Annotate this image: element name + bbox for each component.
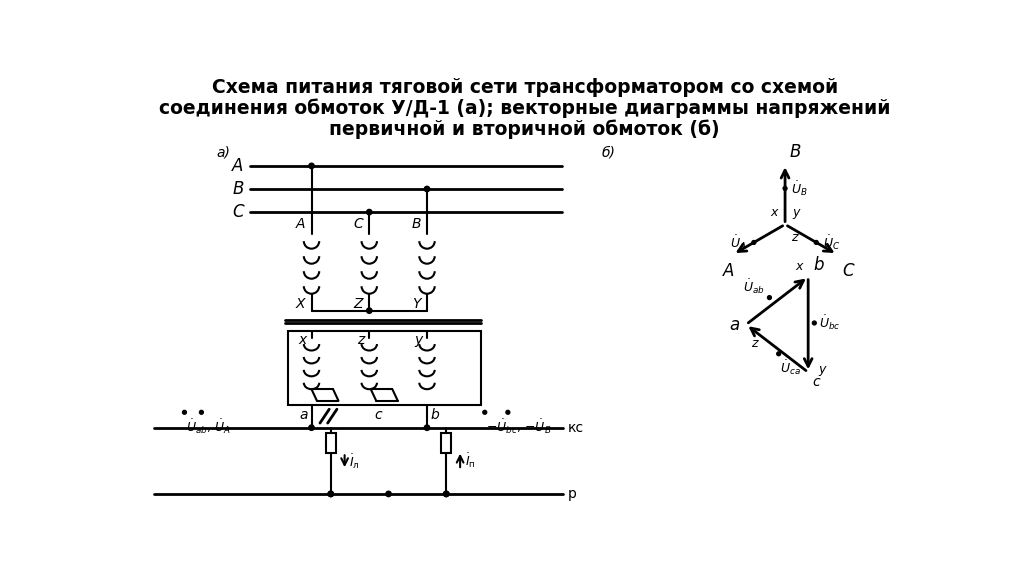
Circle shape bbox=[443, 491, 449, 497]
Text: b: b bbox=[813, 257, 824, 274]
Text: б): б) bbox=[602, 145, 615, 159]
Text: c: c bbox=[375, 409, 382, 422]
Text: Y: Y bbox=[413, 297, 421, 311]
Text: A: A bbox=[232, 157, 244, 175]
Text: $\dot{U}_{ab}$: $\dot{U}_{ab}$ bbox=[743, 277, 765, 296]
Text: A: A bbox=[723, 262, 734, 280]
Text: y: y bbox=[818, 363, 825, 377]
Text: x: x bbox=[299, 333, 307, 347]
Circle shape bbox=[200, 410, 204, 414]
Text: a: a bbox=[300, 409, 308, 422]
Text: $\dot{U}_B$: $\dot{U}_B$ bbox=[792, 179, 808, 197]
Text: $\dot{U}_{bc}$: $\dot{U}_{bc}$ bbox=[819, 313, 841, 332]
Circle shape bbox=[328, 491, 334, 497]
Text: b: b bbox=[431, 409, 439, 422]
Bar bbox=[441, 433, 452, 453]
Circle shape bbox=[768, 296, 771, 300]
Bar bbox=[326, 433, 336, 453]
Circle shape bbox=[783, 187, 787, 191]
Circle shape bbox=[443, 491, 449, 497]
Circle shape bbox=[328, 491, 334, 497]
Text: z: z bbox=[751, 338, 757, 350]
Circle shape bbox=[483, 410, 486, 414]
Text: z: z bbox=[792, 231, 798, 243]
Circle shape bbox=[777, 352, 780, 356]
Bar bbox=[289, 331, 481, 405]
Text: y: y bbox=[793, 206, 800, 219]
Text: a: a bbox=[730, 316, 740, 333]
Text: Схема питания тяговой сети трансформатором со схемой: Схема питания тяговой сети трансформатор… bbox=[212, 78, 838, 97]
Text: C: C bbox=[843, 262, 854, 280]
Text: соединения обмоток У/Д-1 (а); векторные диаграммы напряжений: соединения обмоток У/Д-1 (а); векторные … bbox=[159, 98, 891, 118]
Text: B: B bbox=[232, 180, 244, 198]
Text: C: C bbox=[232, 203, 244, 221]
Circle shape bbox=[309, 425, 314, 430]
Text: $-\dot{U}_{bc}$, $-\dot{U}_{B}$: $-\dot{U}_{bc}$, $-\dot{U}_{B}$ bbox=[486, 418, 552, 436]
Text: $\dot{I}_{\rm л}$: $\dot{I}_{\rm л}$ bbox=[349, 452, 359, 471]
Text: y: y bbox=[414, 333, 422, 347]
Text: A: A bbox=[296, 218, 305, 231]
Text: c: c bbox=[812, 375, 819, 389]
Text: Z: Z bbox=[353, 297, 364, 311]
Text: $\dot{U}_A$: $\dot{U}_A$ bbox=[730, 233, 746, 252]
Text: $\dot{U}_C$: $\dot{U}_C$ bbox=[823, 233, 841, 252]
Text: X: X bbox=[296, 297, 305, 311]
Text: р: р bbox=[568, 487, 577, 501]
Circle shape bbox=[752, 241, 756, 245]
Circle shape bbox=[367, 308, 372, 313]
Text: $\dot{I}_{\rm п}$: $\dot{I}_{\rm п}$ bbox=[465, 452, 475, 470]
Text: C: C bbox=[353, 218, 364, 231]
Circle shape bbox=[386, 491, 391, 497]
Circle shape bbox=[424, 425, 430, 430]
Circle shape bbox=[182, 410, 186, 414]
Text: $\dot{U}_{ca}$: $\dot{U}_{ca}$ bbox=[780, 358, 801, 377]
Text: x: x bbox=[796, 260, 803, 273]
Text: $\dot{U}_{ab}$, $\dot{U}_{A}$: $\dot{U}_{ab}$, $\dot{U}_{A}$ bbox=[186, 418, 231, 436]
Text: B: B bbox=[790, 144, 801, 161]
Text: z: z bbox=[357, 333, 365, 347]
Text: а): а) bbox=[217, 145, 230, 159]
Text: B: B bbox=[412, 218, 421, 231]
Text: первичной и вторичной обмоток (б): первичной и вторичной обмоток (б) bbox=[330, 119, 720, 139]
Circle shape bbox=[424, 187, 430, 192]
Text: кс: кс bbox=[568, 421, 584, 435]
Circle shape bbox=[506, 410, 510, 414]
Circle shape bbox=[814, 241, 818, 245]
Text: x: x bbox=[770, 206, 777, 219]
Circle shape bbox=[309, 163, 314, 169]
Circle shape bbox=[812, 321, 816, 325]
Circle shape bbox=[367, 210, 372, 215]
